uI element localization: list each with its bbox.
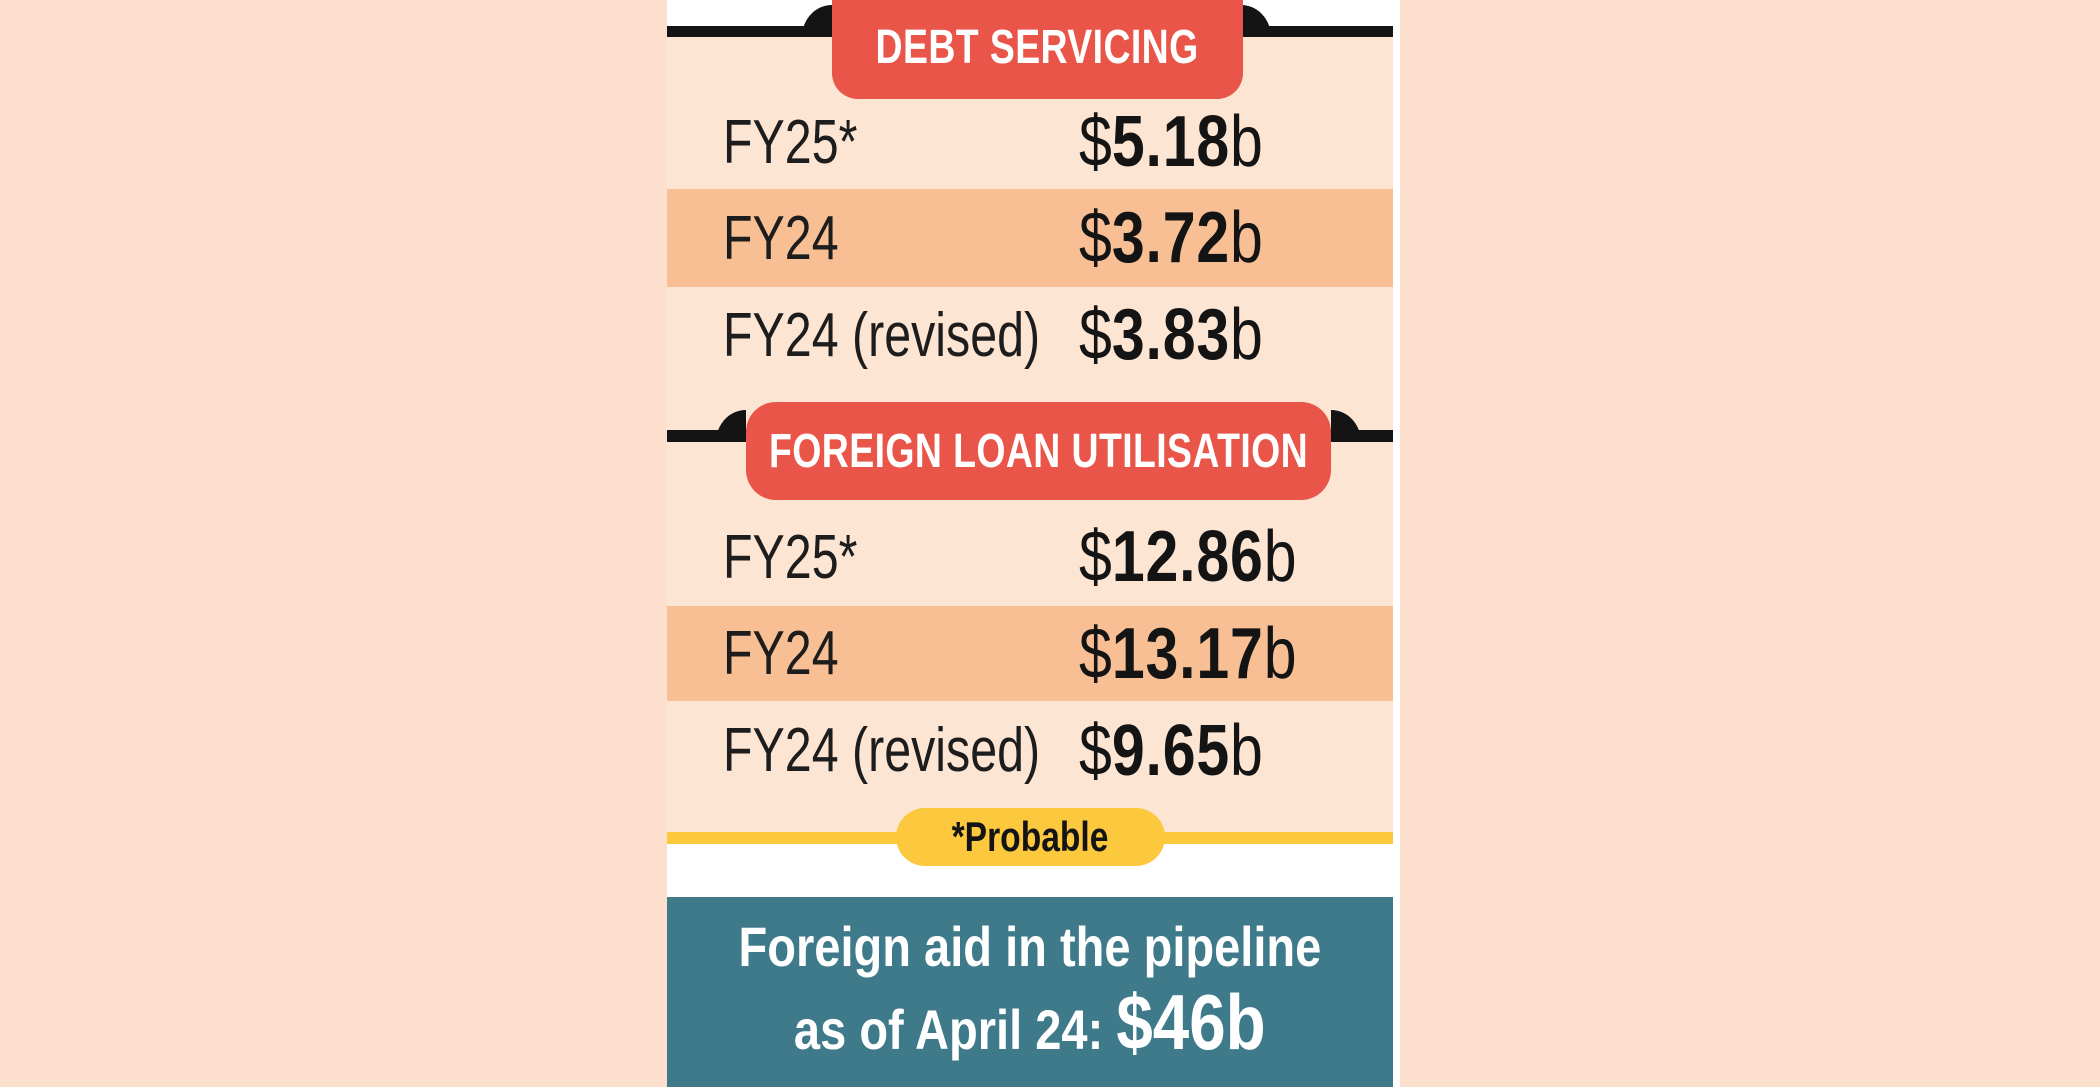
column-right-separator [1393,0,1400,1087]
row-label: FY25* [723,107,858,177]
currency-symbol: $ [1079,517,1112,597]
table-row: FY24 (revised) $9.65b [667,701,1393,800]
section-banner-label: DEBT SERVICING [875,21,1200,74]
table-row-highlighted: FY24 $13.17b [667,606,1393,701]
row-value: $9.65b [1079,710,1263,792]
row-value: $12.86b [1079,516,1297,598]
amount: 12.86 [1111,517,1264,597]
footer-pipeline-value: $46b [1116,978,1266,1066]
currency-symbol: $ [1079,295,1112,375]
unit: b [1230,710,1263,791]
row-label: FY24 [723,619,839,688]
currency-symbol: $ [1079,198,1112,278]
footnote-badge: *Probable [896,808,1165,866]
unit: b [1230,295,1263,375]
amount: 13.17 [1111,613,1264,694]
amount: 5.18 [1111,102,1231,182]
row-label: FY24 (revised) [723,300,1041,370]
unit: b [1263,613,1297,694]
amount: 9.65 [1111,710,1231,791]
section-banner-foreign-loan-utilisation: FOREIGN LOAN UTILISATION [746,402,1331,500]
footer-line-2-text: as of April 24: [794,998,1117,1061]
row-value: $3.83b [1079,294,1263,376]
amount: 3.83 [1111,295,1231,375]
table-row: FY24 (revised) $3.83b [667,287,1393,383]
row-label: FY24 (revised) [723,716,1041,785]
amount: 3.72 [1111,198,1231,278]
footer-aid-pipeline-box: Foreign aid in the pipeline as of April … [667,897,1393,1087]
footnote-label: *Probable [952,813,1109,860]
section-banner-debt-servicing: DEBT SERVICING [832,0,1243,99]
row-value: $5.18b [1079,101,1263,183]
section-banner-label: FOREIGN LOAN UTILISATION [768,424,1309,478]
row-value: $13.17b [1079,613,1297,695]
currency-symbol: $ [1079,613,1112,694]
table-row: FY25* $12.86b [667,508,1393,606]
currency-symbol: $ [1079,102,1112,182]
table-row-highlighted: FY24 $3.72b [667,189,1393,287]
footer-line-2: as of April 24: $46b [794,979,1266,1073]
unit: b [1263,517,1297,597]
row-label: FY25* [723,522,858,592]
unit: b [1230,198,1263,278]
row-label: FY24 [723,203,839,273]
table-row: FY25* $5.18b [667,95,1393,189]
row-value: $3.72b [1079,197,1263,279]
currency-symbol: $ [1079,710,1112,791]
footer-line-1: Foreign aid in the pipeline [738,915,1322,978]
unit: b [1230,102,1263,182]
